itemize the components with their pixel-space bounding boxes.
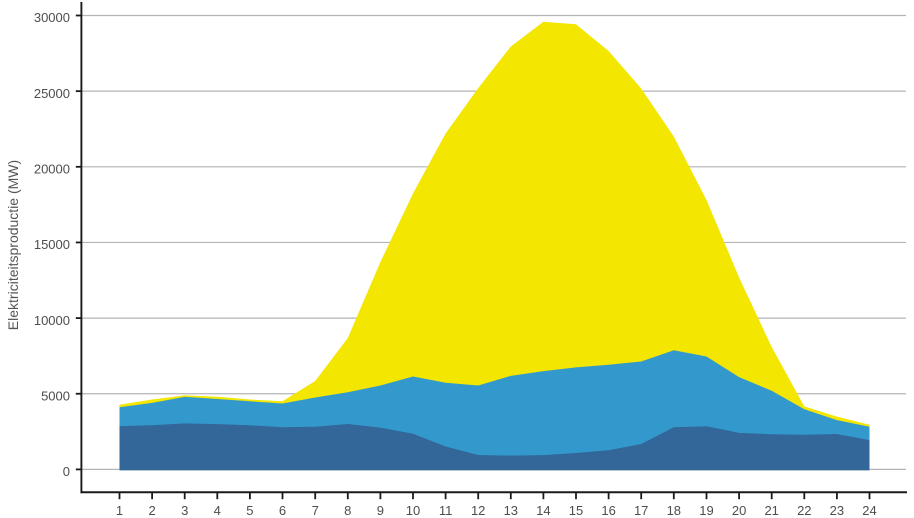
svg-text:9: 9: [377, 503, 384, 518]
svg-text:7: 7: [312, 503, 319, 518]
svg-text:10000: 10000: [34, 313, 70, 328]
svg-text:18: 18: [667, 503, 681, 518]
svg-text:15: 15: [569, 503, 583, 518]
svg-text:12: 12: [471, 503, 485, 518]
svg-text:23: 23: [830, 503, 844, 518]
svg-text:21: 21: [764, 503, 778, 518]
svg-text:25000: 25000: [34, 86, 70, 101]
svg-text:20000: 20000: [34, 162, 70, 177]
svg-text:16: 16: [601, 503, 615, 518]
svg-text:8: 8: [344, 503, 351, 518]
svg-text:1: 1: [116, 503, 123, 518]
svg-text:14: 14: [536, 503, 550, 518]
svg-text:0: 0: [63, 464, 70, 479]
svg-text:5: 5: [246, 503, 253, 518]
svg-text:10: 10: [406, 503, 420, 518]
svg-text:20: 20: [732, 503, 746, 518]
svg-text:24: 24: [862, 503, 876, 518]
svg-text:2: 2: [148, 503, 155, 518]
svg-text:22: 22: [797, 503, 811, 518]
svg-text:Elektriciteitsproductie (MW): Elektriciteitsproductie (MW): [5, 160, 21, 330]
svg-text:19: 19: [699, 503, 713, 518]
svg-text:3: 3: [181, 503, 188, 518]
svg-text:30000: 30000: [34, 10, 70, 25]
svg-text:6: 6: [279, 503, 286, 518]
svg-text:17: 17: [634, 503, 648, 518]
svg-text:11: 11: [439, 503, 453, 518]
svg-text:13: 13: [504, 503, 518, 518]
svg-text:15000: 15000: [34, 237, 70, 252]
svg-text:5000: 5000: [41, 388, 70, 403]
svg-text:4: 4: [214, 503, 221, 518]
